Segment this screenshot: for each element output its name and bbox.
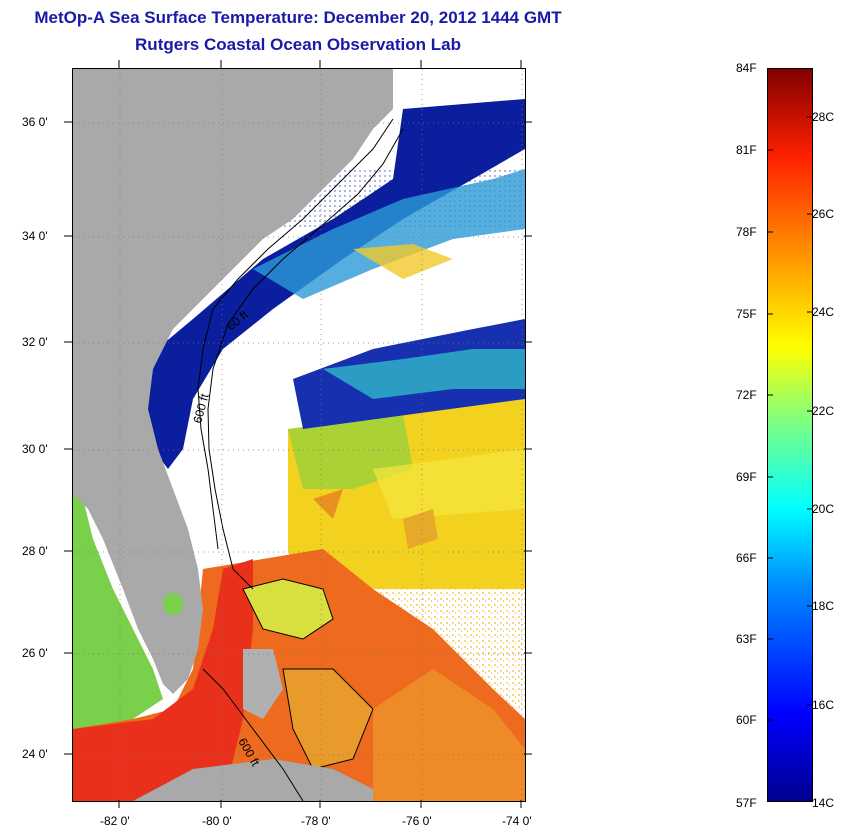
map-title: MetOp-A Sea Surface Temperature: Decembe…: [34, 8, 562, 27]
lat-label: 28 0': [22, 544, 48, 558]
lon-label: -82 0': [100, 814, 130, 828]
sst-map[interactable]: 60 ft 600 ft 600 ft: [72, 68, 526, 802]
orange-eddy: [313, 489, 343, 519]
colorbar-c-label: 14C: [812, 796, 835, 810]
colorbar-f-label: 84F: [736, 61, 757, 75]
colorbar-f-label: 66F: [736, 551, 757, 565]
colorbar-f-label: 63F: [736, 632, 757, 646]
lat-label: 32 0': [22, 335, 48, 349]
cool-cyan-water: [253, 169, 525, 299]
lat-label: 30 0': [22, 442, 48, 456]
yellow-band: [373, 449, 525, 519]
colorbar: [767, 68, 813, 802]
cyan-band-mid: [323, 349, 525, 399]
colorbar-c-label: 20C: [812, 502, 835, 516]
lat-label: 26 0': [22, 646, 48, 660]
sst-map-graphic: 60 ft 600 ft 600 ft: [73, 69, 525, 801]
colorbar-gradient: [767, 68, 813, 802]
colorbar-f-label: 75F: [736, 307, 757, 321]
colorbar-f-label: 57F: [736, 796, 757, 810]
colorbar-c-label: 24C: [812, 305, 835, 319]
colorbar-f-label: 60F: [736, 713, 757, 727]
orange-east: [373, 669, 525, 801]
land-mass: [73, 69, 393, 694]
lake-okeechobee: [163, 593, 183, 615]
florida-current: [73, 559, 253, 801]
graticule: [73, 69, 525, 801]
little-bahama-bank: [242, 578, 334, 640]
colorbar-c-label: 22C: [812, 404, 835, 418]
lon-label: -78 0': [301, 814, 331, 828]
cuba-land: [133, 759, 373, 801]
lon-label: -76 0': [402, 814, 432, 828]
colorbar-f-label: 69F: [736, 470, 757, 484]
colorbar-f-label: 72F: [736, 388, 757, 402]
colorbar-c-label: 28C: [812, 110, 835, 124]
contour-600ft-south: [202, 668, 304, 801]
lat-label: 34 0': [22, 229, 48, 243]
orange-eddy-2: [403, 509, 438, 549]
cold-shelf-water: [133, 99, 525, 469]
lat-label: 24 0': [22, 747, 48, 761]
great-bahama-bank: [282, 668, 374, 770]
contour-600ft: [207, 128, 404, 590]
colorbar-c-label: 26C: [812, 207, 835, 221]
lon-label: -74 0': [502, 814, 532, 828]
andros-island: [243, 649, 283, 719]
lat-label: 36 0': [22, 115, 48, 129]
colorbar-f-label: 78F: [736, 225, 757, 239]
colorbar-f-label: 81F: [736, 143, 757, 157]
gulf-water: [73, 489, 163, 729]
colorbar-c-label: 18C: [812, 599, 835, 613]
map-subtitle: Rutgers Coastal Ocean Observation Lab: [135, 35, 461, 54]
contour-60ft: [197, 118, 394, 550]
warm-filament-north: [353, 244, 453, 279]
lon-label: -80 0': [202, 814, 232, 828]
colorbar-c-label: 16C: [812, 698, 835, 712]
